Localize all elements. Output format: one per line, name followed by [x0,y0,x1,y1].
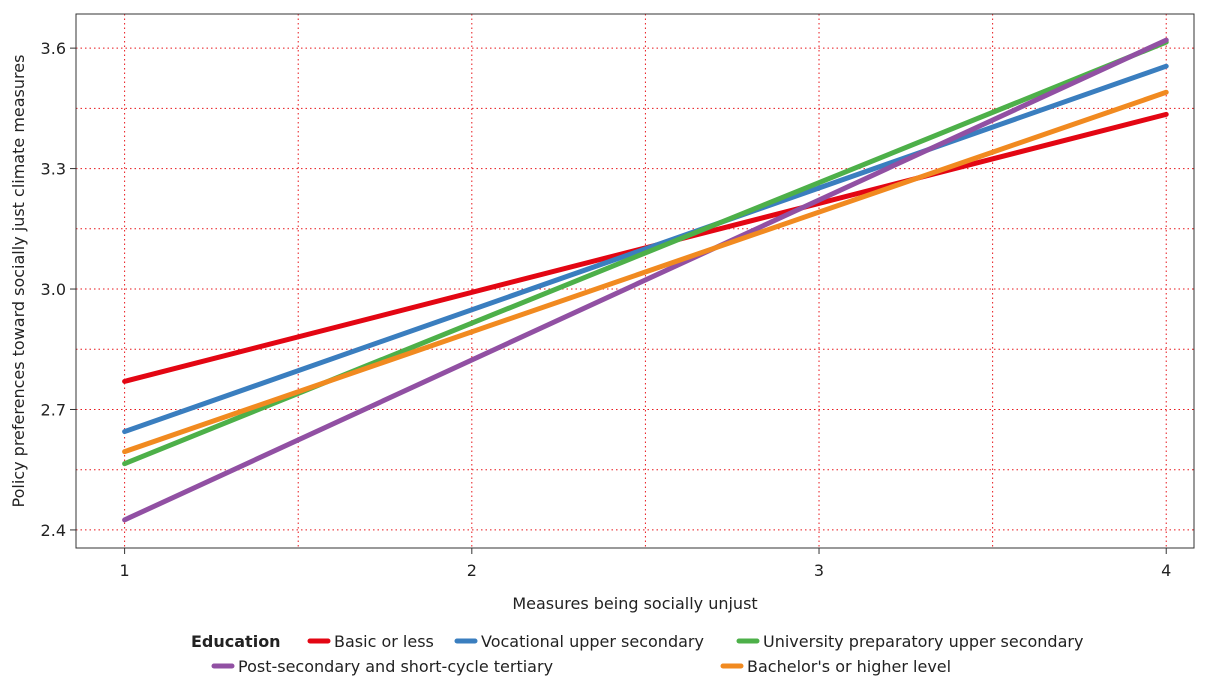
x-axis: 1 2 3 4 [120,548,1171,580]
y-axis-title: Policy preferences toward socially just … [9,55,28,508]
y-tick-label: 3.3 [41,160,66,179]
series-line [122,63,1169,435]
plot-frame [75,13,1195,549]
legend-label: Vocational upper secondary [481,632,704,651]
series-line [122,37,1169,523]
legend-label: Basic or less [334,632,434,651]
y-tick-label: 2.7 [41,400,66,419]
x-tick-label: 2 [467,561,477,580]
legend: Education Basic or less Vocational upper … [191,632,1083,676]
y-axis: 2.4 2.7 3.0 3.3 3.6 [41,39,76,540]
series-lines [122,37,1169,523]
series-line [122,89,1169,455]
legend-label: Bachelor's or higher level [747,657,951,676]
legend-title: Education [191,632,281,651]
legend-label: Post-secondary and short-cycle tertiary [238,657,553,676]
grid [76,14,1194,548]
x-tick-label: 3 [814,561,824,580]
x-tick-label: 1 [120,561,130,580]
y-tick-label: 2.4 [41,521,66,540]
x-axis-title: Measures being socially unjust [512,594,757,613]
x-tick-label: 4 [1161,561,1171,580]
legend-label: University preparatory upper secondary [763,632,1083,651]
y-tick-label: 3.6 [41,39,66,58]
y-tick-label: 3.0 [41,280,66,299]
